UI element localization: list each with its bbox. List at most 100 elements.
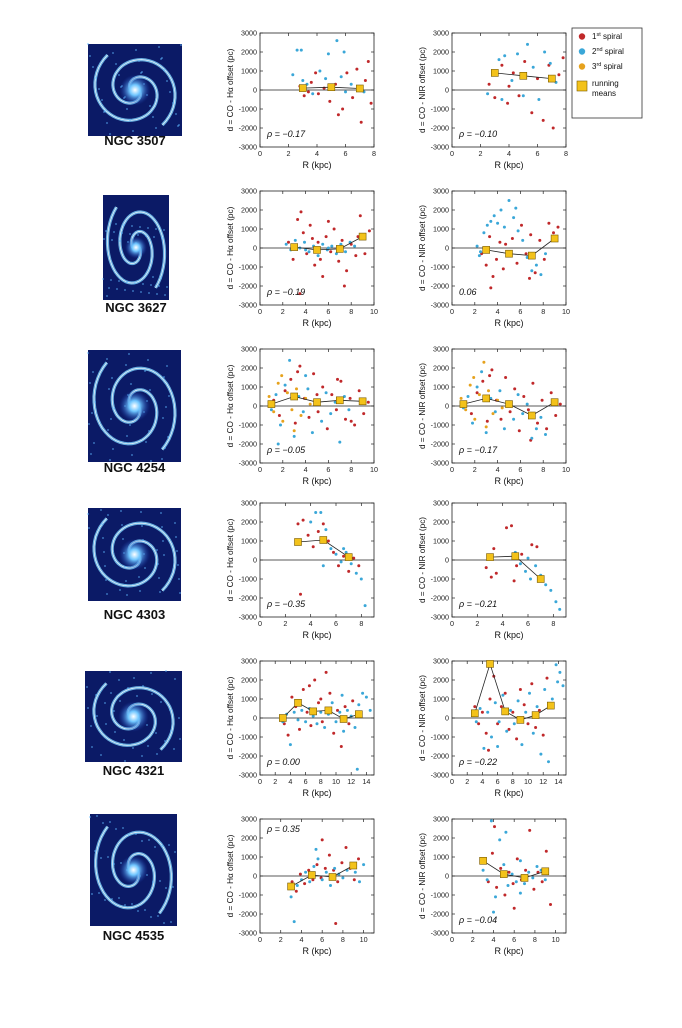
data-point [311,714,315,718]
galaxy-speckle [128,834,130,836]
data-point [351,699,355,703]
data-point [339,379,343,383]
galaxy-speckle [176,550,178,552]
y-tick-label: 3000 [241,499,257,508]
running-mean-marker [324,706,333,715]
galaxy-speckle [95,694,97,696]
data-point [522,703,526,707]
galaxy-speckle [113,407,115,409]
data-point [477,722,481,726]
running-mean-marker [490,69,499,77]
galaxy-speckle [165,887,167,889]
data-point [503,54,507,58]
y-tick-label: -1000 [431,421,449,430]
running-mean-marker [501,707,510,716]
galaxy-speckle [155,228,157,230]
galaxy-speckle [159,880,161,882]
data-point [489,286,493,290]
y-tick-label: 3000 [433,815,449,824]
galaxy-speckle [132,130,134,132]
data-point [298,727,301,731]
data-point [342,547,346,551]
data-point [484,566,488,570]
running-mean-marker [327,83,336,91]
data-point [324,77,328,81]
y-tick-label: -3000 [431,929,449,938]
data-point [321,522,325,526]
galaxy-speckle [166,286,168,288]
y-axis-label: d = CO - NIR offset (pc) [418,205,427,291]
galaxy-speckle [96,815,98,817]
data-point [338,710,342,714]
data-point [529,233,533,237]
y-axis-label: d = CO - NIR offset (pc) [418,675,427,761]
running-mean-marker [319,536,328,544]
galaxy-speckle [150,672,152,674]
galaxy-speckle [168,844,170,846]
data-point [276,381,280,385]
galaxy-speckle [108,287,110,289]
data-point [482,360,486,364]
data-point [531,731,535,735]
data-point [531,381,535,385]
data-point [498,240,502,244]
data-point [312,865,316,868]
legend-label: running [592,79,619,88]
galaxy-speckle [160,512,162,514]
data-point [561,56,565,60]
data-point [325,427,329,431]
x-tick-label: 6 [526,619,530,628]
data-point [472,376,476,379]
data-point [314,511,318,514]
data-point [501,693,505,697]
x-tick-label: 8 [541,465,545,474]
data-point [508,410,512,414]
running-mean-marker [313,246,321,254]
data-point [503,691,507,695]
x-tick-label: 8 [541,307,545,316]
galaxy-speckle [113,710,115,712]
galaxy-speckle [172,886,174,888]
data-point [510,524,513,528]
scatter-panel: -3000 -2000 -1000 0 1000 2000 3000 0 2 4 6 8 10 R (kp… [418,187,570,329]
y-tick-label: -2000 [239,752,257,761]
data-point [310,237,314,240]
data-point [537,708,541,712]
galaxy-images: NGC 3507 NGC 3627 NGC 4254 NGC 4303 NGC 4321… [85,43,182,943]
galaxy-speckle [160,277,162,279]
galaxy-speckle [150,460,152,462]
galaxy-speckle [115,828,117,830]
data-point [342,395,346,398]
galaxy-speckle [91,746,93,748]
data-point [345,708,349,712]
data-point [493,410,497,414]
data-point [499,705,503,709]
x-tick-label: 8 [349,307,353,316]
data-point [509,708,512,712]
galaxy-speckle [148,292,150,294]
galaxy-speckle [148,430,150,432]
data-point [279,423,282,427]
running-mean-marker [358,232,367,241]
legend-label: 2nd spiral [592,47,624,56]
data-point [281,419,285,423]
y-tick-label: -2000 [239,124,257,133]
galaxy-speckle [174,851,176,853]
data-point [342,284,346,288]
data-point [511,71,515,75]
data-point [518,859,522,863]
data-point [516,229,520,233]
galaxy-speckle [158,577,160,579]
data-point [543,50,547,54]
galaxy-speckle [119,240,121,242]
data-point [369,101,373,105]
data-point [296,718,300,722]
galaxy-speckle [157,563,159,565]
x-axis-label: R (kpc) [303,160,332,170]
data-point [344,90,347,94]
data-point [298,292,302,296]
galaxy-speckle [138,60,140,62]
data-point [333,400,337,404]
data-point [315,393,319,397]
galaxy-speckle [89,382,91,384]
